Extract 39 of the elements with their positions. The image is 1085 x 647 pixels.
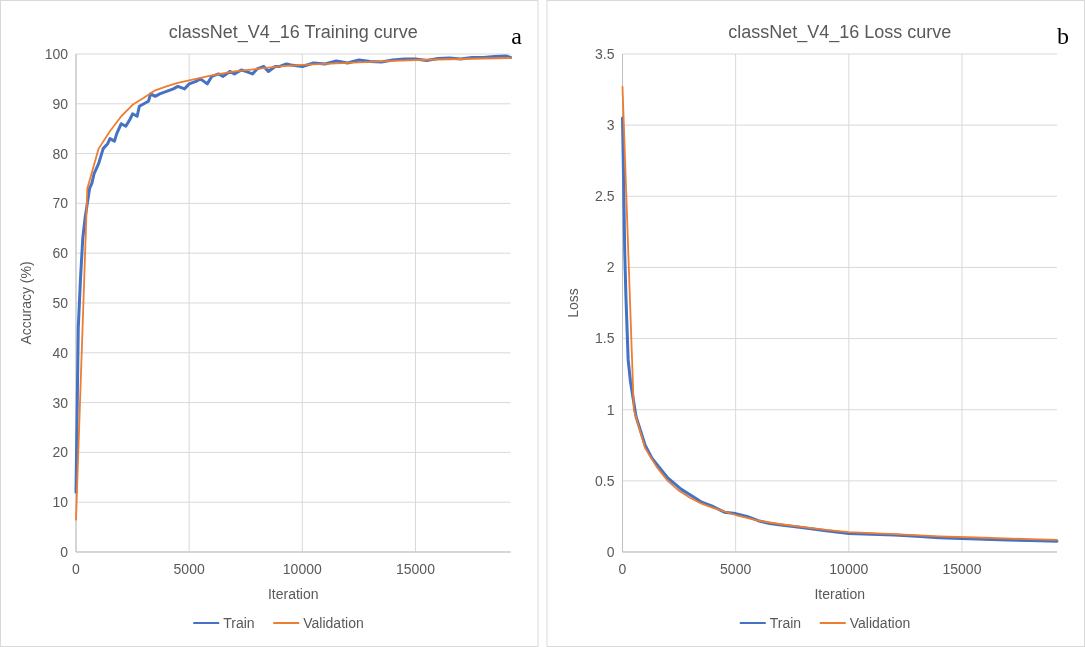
y-tick-label: 0 [60,543,69,560]
x-tick-label: 0 [618,561,627,577]
legend-label: Train [223,614,255,631]
x-axis-title: Iteration [267,586,319,602]
x-tick-label: 10000 [829,561,869,577]
y-tick-label: 90 [52,95,69,112]
y-tick-label: 0.5 [595,472,615,489]
y-tick-label: 100 [44,45,69,62]
legend-label: Validation [849,614,911,631]
y-tick-label: 2 [606,259,615,276]
y-tick-label: 3.5 [595,45,615,62]
x-tick-label: 15000 [395,561,436,577]
y-tick-label: 1.5 [595,330,615,347]
text: a [511,23,523,49]
y-tick-label: 10 [52,494,69,511]
y-tick-label: 40 [52,344,69,361]
chart-title: classNet_V4_16 Training curve [168,22,418,43]
x-tick-label: 5000 [720,561,752,577]
y-tick-label: 60 [52,245,69,262]
chart-title: classNet_V4_16 Loss curve [728,22,952,43]
legend-label: Validation [303,614,364,631]
x-tick-label: 0 [72,561,81,577]
text: b [1057,23,1069,49]
x-tick-label: 10000 [282,561,322,577]
y-tick-label: 3 [606,117,615,134]
legend-label: Train [769,614,802,631]
y-tick-label: 70 [52,195,69,212]
y-axis-title: Accuracy (%) [18,261,34,345]
y-tick-label: 1 [606,401,615,418]
y-tick-label: 0 [606,543,615,560]
y-tick-label: 20 [52,444,69,461]
y-tick-label: 50 [52,294,69,311]
y-tick-label: 80 [52,145,69,162]
x-tick-label: 15000 [942,561,982,577]
x-axis-title: Iteration [814,586,866,602]
x-tick-label: 5000 [173,561,205,577]
y-tick-label: 30 [52,394,69,411]
y-tick-label: 2.5 [595,188,615,205]
y-axis-title: Loss [564,288,581,318]
